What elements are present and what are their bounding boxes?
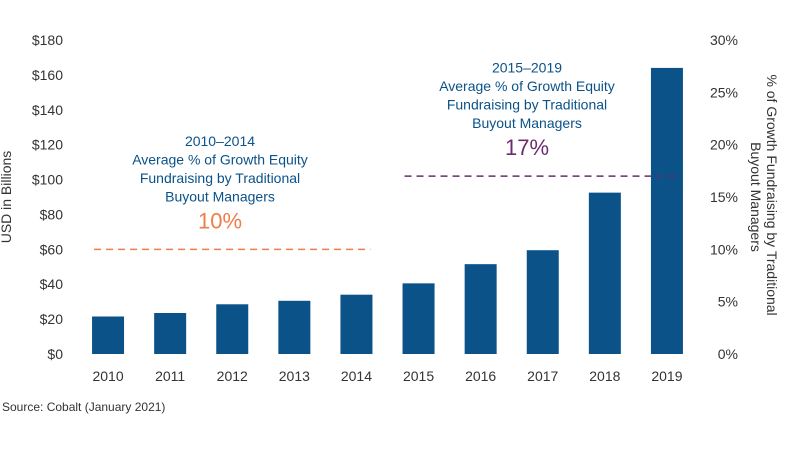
annotation-period: 2010–2014 xyxy=(185,133,255,149)
x-tick-label: 2013 xyxy=(279,368,310,384)
right-y-axis: 0% 5% 10% 15% 20% 25% 30% xyxy=(710,32,738,362)
y2-tick-label: 5% xyxy=(718,294,738,310)
y2-tick-label: 10% xyxy=(710,241,738,257)
y-tick-label: $0 xyxy=(47,346,63,362)
y-tick-label: $120 xyxy=(32,137,63,153)
x-tick-label: 2019 xyxy=(651,368,682,384)
y-axis-title: USD in Billions xyxy=(0,151,14,244)
bar xyxy=(464,264,497,354)
annotation-text-line: Fundraising by Traditional xyxy=(447,97,607,113)
y-tick-label: $160 xyxy=(32,67,63,83)
y2-axis-title-line-2: Buyout Managers xyxy=(748,142,764,252)
x-tick-label: 2011 xyxy=(155,368,185,384)
x-tick-label: 2012 xyxy=(217,368,248,384)
annotation-value: 10% xyxy=(198,208,242,233)
x-tick-label: 2017 xyxy=(527,368,558,384)
x-tick-label: 2015 xyxy=(403,368,434,384)
x-tick-label: 2010 xyxy=(92,368,123,384)
y-tick-label: $40 xyxy=(40,276,64,292)
annotation-text-line: Average % of Growth Equity xyxy=(439,78,615,94)
y-tick-label: $100 xyxy=(32,172,63,188)
annotation-text-line: Buyout Managers xyxy=(165,188,275,204)
annotation-value: 17% xyxy=(505,135,549,160)
annotation-text-line: Buyout Managers xyxy=(472,115,582,131)
y2-tick-label: 20% xyxy=(710,137,738,153)
y-tick-label: $180 xyxy=(32,32,63,48)
bar xyxy=(340,294,373,354)
y-tick-label: $60 xyxy=(40,241,64,257)
annotation-text-line: Fundraising by Traditional xyxy=(140,170,300,186)
bar xyxy=(216,304,249,354)
bar xyxy=(650,67,683,355)
bar xyxy=(154,313,187,354)
x-tick-label: 2018 xyxy=(589,368,620,384)
bar xyxy=(588,192,621,354)
x-tick-label: 2014 xyxy=(341,368,372,384)
y2-tick-label: 25% xyxy=(710,84,738,100)
y2-tick-label: 30% xyxy=(710,32,738,48)
source-note: Source: Cobalt (January 2021) xyxy=(2,400,166,414)
y-tick-label: $20 xyxy=(40,311,64,327)
bar xyxy=(278,300,311,354)
x-axis: 2010 2011 2012 2013 2014 2015 2016 2017 2018 2019 xyxy=(92,368,682,384)
bar xyxy=(526,250,559,354)
left-y-axis: $0 $20 $40 $60 $80 $100 $120 $140 $160 $180 xyxy=(32,32,63,362)
bar xyxy=(92,316,125,354)
bars xyxy=(92,67,683,355)
y2-tick-label: 0% xyxy=(718,346,738,362)
annotation-text-line: Average % of Growth Equity xyxy=(132,151,308,167)
y2-axis-title: % of Growth Fundraising by Traditional B… xyxy=(748,74,780,319)
bar xyxy=(402,283,435,354)
annotation-period: 2015–2019 xyxy=(492,60,562,76)
y-tick-label: $140 xyxy=(32,102,63,118)
y-tick-label: $80 xyxy=(40,206,64,222)
y2-axis-title-line-1: % of Growth Fundraising by Traditional xyxy=(764,74,780,315)
annotations: 2010–2014 Average % of Growth Equity Fundr… xyxy=(94,60,681,251)
y2-tick-label: 15% xyxy=(710,189,738,205)
x-tick-label: 2016 xyxy=(465,368,496,384)
